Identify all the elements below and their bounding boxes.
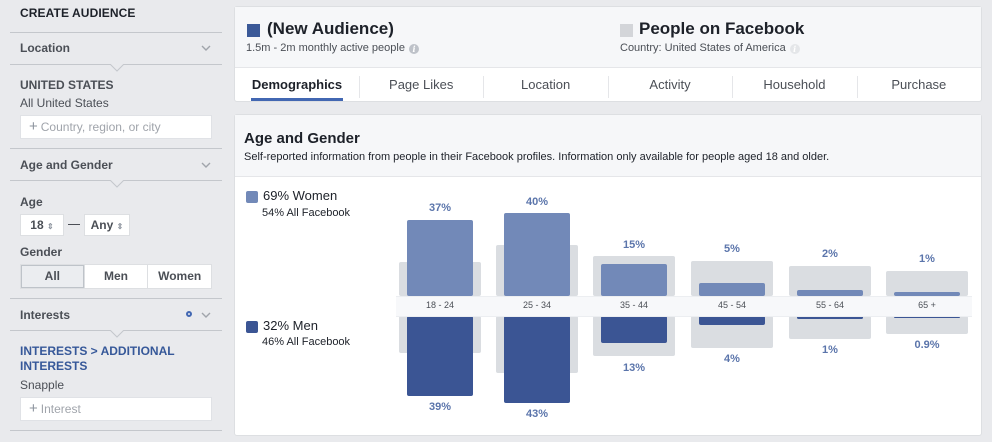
women-legend-label: 69% Women: [263, 188, 338, 203]
gender-option-all[interactable]: All: [21, 265, 84, 288]
audience-color-swatch: [247, 24, 260, 37]
location-section-header[interactable]: Location: [20, 41, 70, 55]
tab-activity[interactable]: Activity: [607, 68, 732, 101]
gender-segmented-control: All Men Women: [20, 264, 212, 289]
age-max-value: Any: [90, 218, 114, 232]
section-notch: [110, 180, 124, 188]
age-gender-header: Age and Gender Self-reported information…: [235, 115, 981, 177]
comparison-country-text: Country: United States of America: [620, 42, 786, 54]
age-min-select[interactable]: 18 ⇕: [20, 214, 64, 236]
audience-summary: (New Audience) 1.5m - 2m monthly active …: [235, 7, 981, 68]
updown-icon: ⇕: [47, 222, 54, 231]
men-legend-label: 32% Men: [263, 318, 318, 333]
divider: [10, 298, 222, 299]
age-min-value: 18: [30, 218, 44, 232]
tab-household[interactable]: Household: [732, 68, 856, 101]
interests-section-header[interactable]: Interests: [20, 308, 71, 322]
gender-option-men[interactable]: Men: [83, 265, 148, 288]
divider: [10, 148, 222, 149]
men-legend-comparison: 46% All Facebook: [262, 336, 351, 348]
comparison-country: Country: United States of America i: [620, 42, 800, 54]
men-legend-swatch: [246, 321, 258, 333]
age-max-select[interactable]: Any ⇕: [84, 214, 130, 236]
age-label: Age: [20, 195, 43, 209]
women-legend-comparison: 54% All Facebook: [262, 207, 351, 219]
interest-input-placeholder: Interest: [40, 402, 81, 416]
insights-tabs: Demographics Page Likes Location Activit…: [235, 68, 981, 101]
chevron-down-icon[interactable]: [201, 310, 211, 320]
info-icon[interactable]: i: [789, 44, 800, 54]
gender-label: Gender: [20, 245, 63, 259]
active-indicator-icon: [186, 311, 192, 317]
audience-size-text: 1.5m - 2m monthly active people: [246, 42, 405, 54]
location-input[interactable]: + Country, region, or city: [20, 115, 212, 139]
women-legend-swatch: [246, 191, 258, 203]
section-subtitle: Self-reported information from people in…: [244, 151, 830, 163]
sidebar-title: CREATE AUDIENCE: [20, 6, 136, 20]
chevron-down-icon[interactable]: [201, 43, 211, 53]
plus-icon: +: [29, 400, 38, 417]
age-gender-section-header[interactable]: Age and Gender: [20, 158, 113, 172]
section-notch: [110, 330, 124, 338]
audience-title: (New Audience): [267, 19, 394, 38]
comparison-color-swatch: [620, 24, 633, 37]
audience-header-card: (New Audience) 1.5m - 2m monthly active …: [234, 6, 982, 102]
location-input-placeholder: Country, region, or city: [40, 120, 161, 134]
divider: [10, 32, 222, 33]
selected-interest: Snapple: [20, 378, 65, 392]
comparison-title: People on Facebook: [639, 19, 805, 38]
info-icon[interactable]: i: [408, 44, 419, 54]
chevron-down-icon[interactable]: [201, 160, 211, 170]
interests-breadcrumb-link[interactable]: INTERESTS > ADDITIONAL INTERESTS: [20, 344, 175, 373]
location-country-heading: UNITED STATES: [20, 78, 114, 92]
age-range-dash: [68, 224, 80, 225]
age-gender-card: Age and Gender Self-reported information…: [234, 114, 982, 436]
tab-page-likes[interactable]: Page Likes: [359, 68, 483, 101]
audience-size: 1.5m - 2m monthly active people i: [246, 42, 419, 54]
tab-purchase[interactable]: Purchase: [856, 68, 981, 101]
create-audience-sidebar: CREATE AUDIENCE Location UNITED STATES A…: [0, 0, 222, 442]
location-country-detail: All United States: [20, 96, 109, 110]
updown-icon: ⇕: [116, 222, 124, 231]
section-title: Age and Gender: [244, 130, 360, 147]
plus-icon: +: [29, 118, 38, 135]
tab-demographics[interactable]: Demographics: [235, 68, 359, 101]
divider: [10, 430, 222, 431]
interest-input[interactable]: + Interest: [20, 397, 212, 421]
tab-location[interactable]: Location: [483, 68, 607, 101]
gender-option-women[interactable]: Women: [147, 265, 211, 288]
section-notch: [110, 64, 124, 72]
